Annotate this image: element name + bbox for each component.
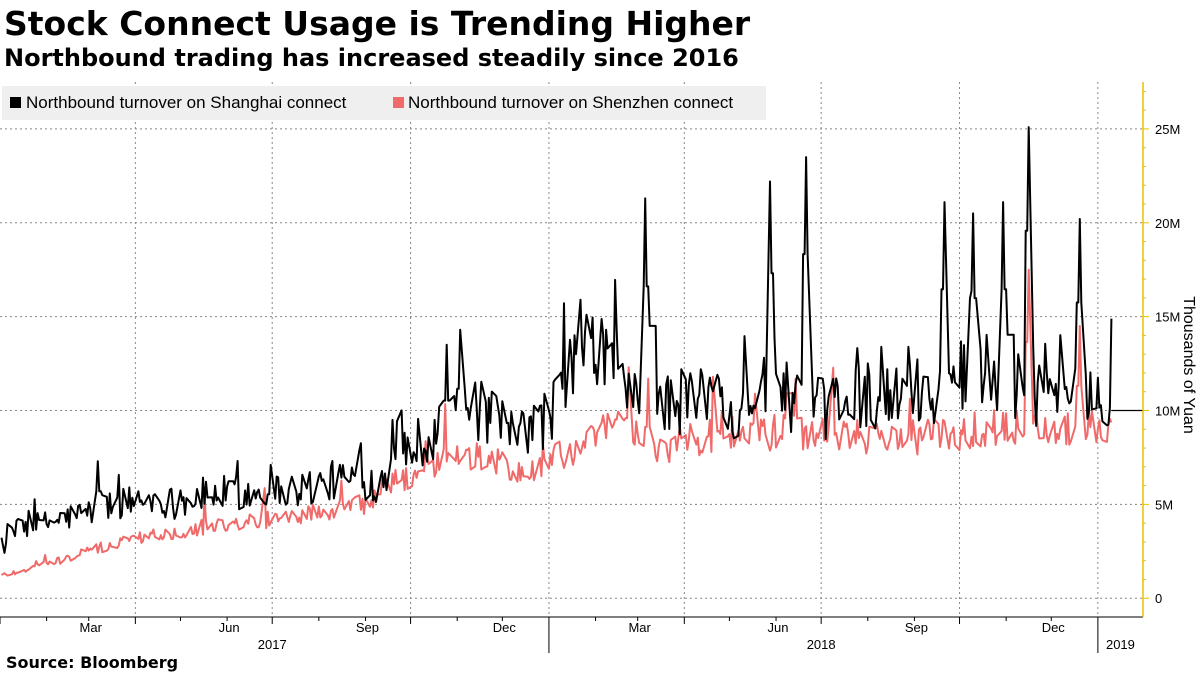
x-month-label: Jun <box>768 620 789 635</box>
legend-label-shenzhen: Northbound turnover on Shenzhen connect <box>408 93 733 112</box>
legend-background <box>2 86 766 120</box>
series-line-shanghai <box>0 126 1113 554</box>
legend-swatch-shenzhen <box>393 97 404 108</box>
x-month-label: Dec <box>1042 620 1066 635</box>
chart-subtitle: Northbound trading has increased steadil… <box>4 44 739 72</box>
x-month-label: Mar <box>80 620 103 635</box>
chart-grid <box>0 82 1143 617</box>
y-tick-label: 0 <box>1155 591 1162 606</box>
x-axis: Mar Jun Sep Dec Mar Jun Sep Dec 2017 2018 2019 <box>0 616 1143 653</box>
series-shanghai <box>0 126 1113 554</box>
y-tick-label: 10M <box>1155 404 1180 419</box>
legend: Northbound turnover on Shanghai connect … <box>2 86 766 120</box>
y-tick-label: 20M <box>1155 216 1180 231</box>
source-note: Source: Bloomberg <box>6 653 179 672</box>
legend-swatch-shanghai <box>10 97 21 108</box>
y-tick-label: 15M <box>1155 310 1180 325</box>
x-month-label: Sep <box>905 620 928 635</box>
legend-label-shanghai: Northbound turnover on Shanghai connect <box>26 93 347 112</box>
x-year-label: 2017 <box>258 637 287 652</box>
x-month-label: Dec <box>493 620 517 635</box>
y-tick-label: 25M <box>1155 122 1180 137</box>
series-line-shenzhen <box>0 268 1113 577</box>
y-tick-label: 5M <box>1155 497 1173 512</box>
y-axis: 0 5M 10M 15M 20M 25M <box>1142 82 1180 617</box>
x-year-label: 2018 <box>807 637 836 652</box>
series-shenzhen <box>0 268 1113 577</box>
y-axis-title: Thousands of Yuan <box>1180 296 1197 434</box>
x-month-label: Mar <box>628 620 651 635</box>
x-month-label: Jun <box>219 620 240 635</box>
x-year-label: 2019 <box>1106 637 1135 652</box>
x-month-label: Sep <box>356 620 379 635</box>
chart-title: Stock Connect Usage is Trending Higher <box>4 4 751 43</box>
